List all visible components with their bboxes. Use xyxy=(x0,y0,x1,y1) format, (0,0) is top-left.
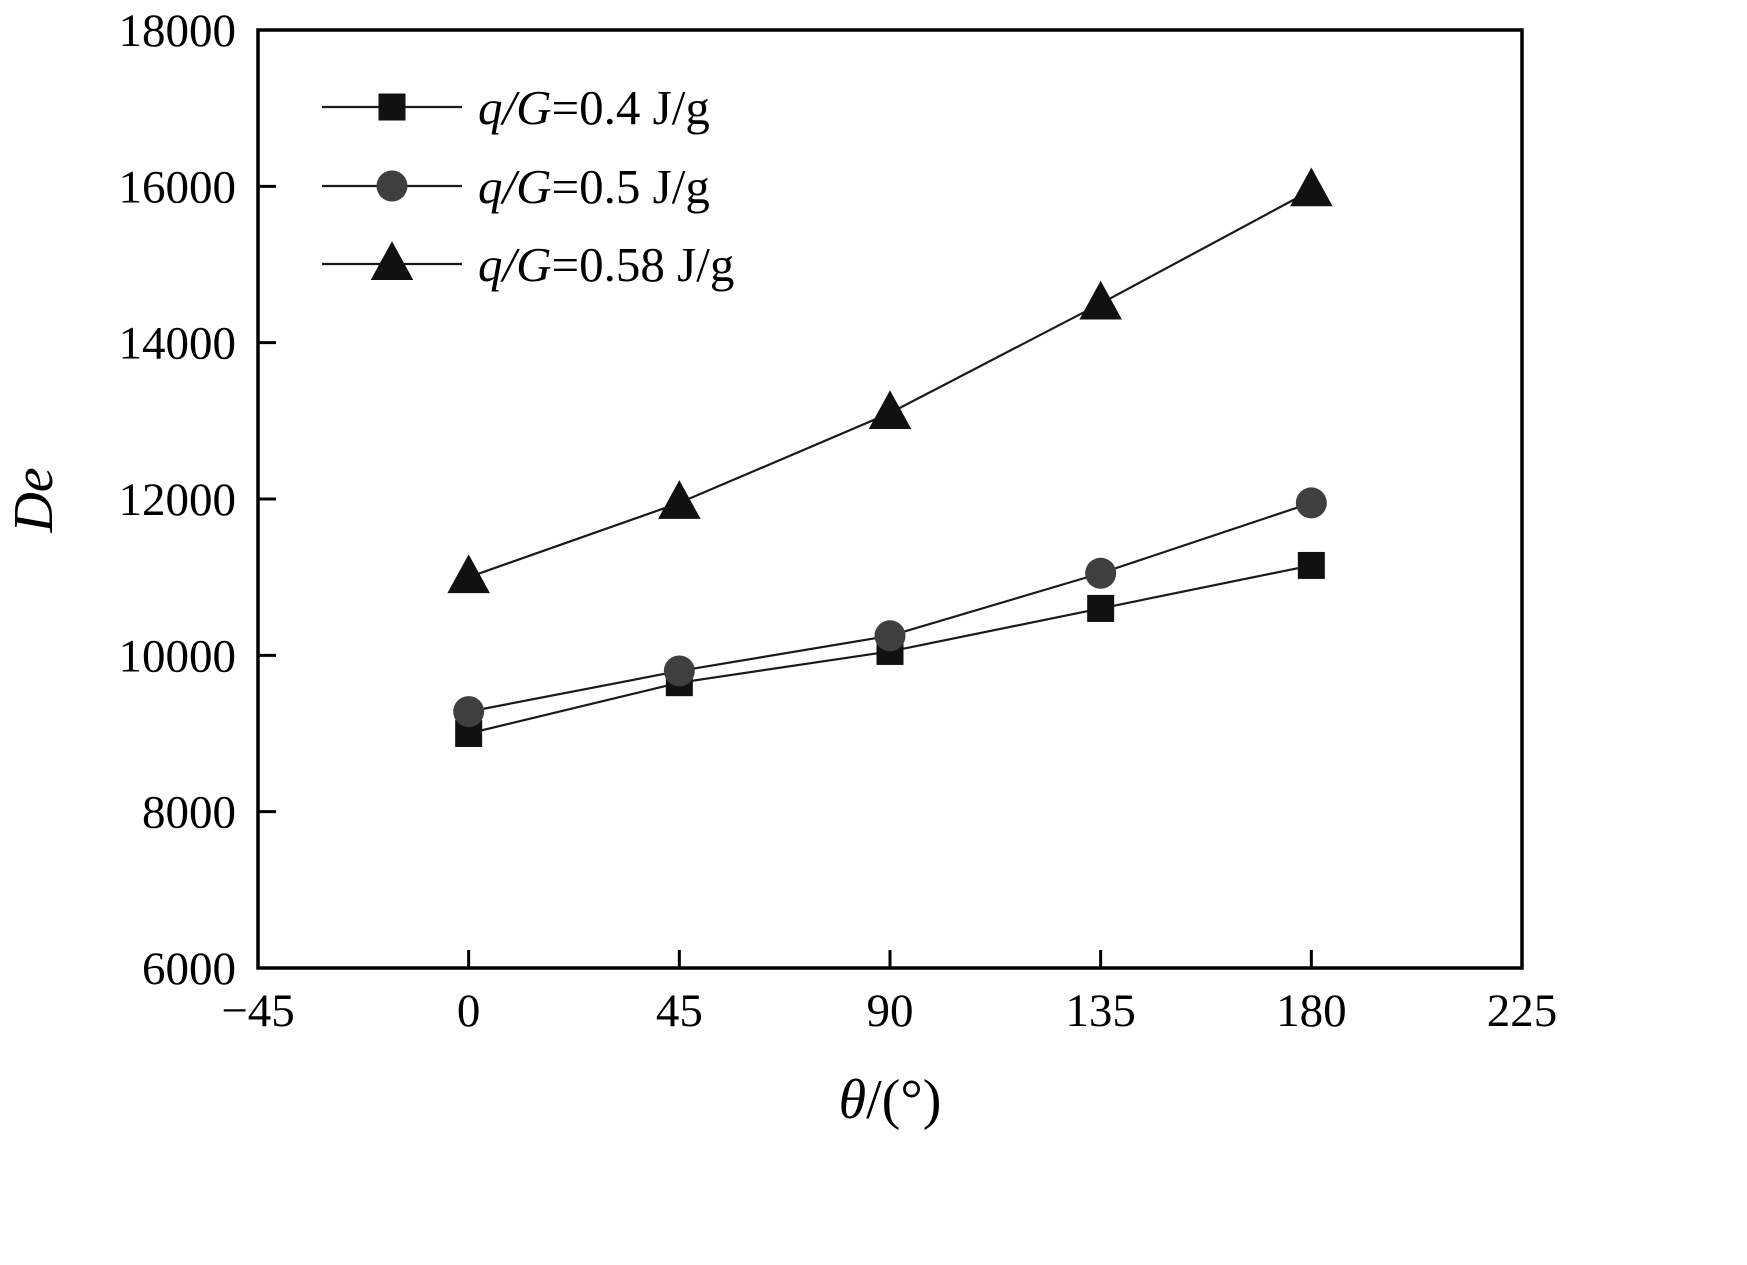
circle-marker xyxy=(663,655,695,687)
x-tick-label: 90 xyxy=(867,985,914,1037)
y-tick-label: 14000 xyxy=(119,318,237,370)
circle-marker xyxy=(376,170,408,202)
circle-marker xyxy=(1085,557,1117,589)
circle-marker xyxy=(453,696,485,728)
triangle-marker xyxy=(1290,167,1333,207)
x-axis-label-units: /(°) xyxy=(866,1069,941,1131)
triangle-marker xyxy=(370,241,414,280)
plot-frame xyxy=(256,28,1524,970)
legend-label: q/G=0.58 J/g xyxy=(478,237,734,292)
x-axis-label-theta: θ xyxy=(839,1069,867,1131)
legend: q/G=0.4 J/g q/G=0.5 J/g q/G=0.58 J/g xyxy=(322,80,734,292)
legend-label: q/G=0.4 J/g xyxy=(478,80,710,135)
x-tick-label: 225 xyxy=(1487,985,1558,1037)
x-tick-label: 135 xyxy=(1065,985,1136,1037)
y-axis-label: De xyxy=(3,467,65,533)
y-tick-label: 16000 xyxy=(119,161,237,213)
y-tick-label: 18000 xyxy=(119,5,237,57)
triangle-marker xyxy=(658,480,701,519)
triangle-marker xyxy=(447,554,490,594)
series-3 xyxy=(447,167,1333,594)
y-tick-label: 8000 xyxy=(142,787,236,839)
y-tick-label: 12000 xyxy=(119,474,237,526)
legend-entry-3: q/G=0.58 J/g xyxy=(322,237,734,292)
x-tick-label: 180 xyxy=(1276,985,1347,1037)
legend-label: q/G=0.5 J/g xyxy=(478,159,710,214)
legend-entry-2: q/G=0.5 J/g xyxy=(322,159,710,214)
series-line xyxy=(468,501,1312,713)
square-marker xyxy=(1087,594,1115,622)
triangle-marker xyxy=(1079,280,1122,320)
x-tick-label: 0 xyxy=(457,985,481,1037)
square-marker xyxy=(378,93,406,121)
x-tick-label: 45 xyxy=(656,985,703,1037)
triangle-marker xyxy=(868,390,912,429)
circle-marker xyxy=(874,620,906,652)
x-tick-label: −45 xyxy=(221,985,295,1037)
y-tick-label: 10000 xyxy=(119,630,237,682)
plot-layer: −45 0 45 90 135 180 225 6000 8000 10000 12000 14000… xyxy=(119,5,1558,1037)
x-axis-label: θ/(°) xyxy=(839,1069,942,1131)
series-2 xyxy=(453,487,1327,728)
legend-entry-1: q/G=0.4 J/g xyxy=(322,80,710,135)
square-marker xyxy=(1297,551,1325,579)
circle-marker xyxy=(1295,487,1327,519)
y-tick-label: 6000 xyxy=(142,943,236,995)
